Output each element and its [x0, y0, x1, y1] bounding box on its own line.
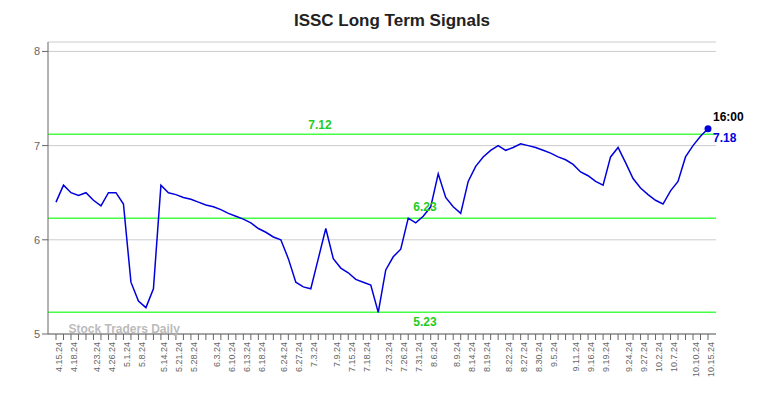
- svg-text:5.28.24: 5.28.24: [189, 342, 199, 372]
- svg-text:7.26.24: 7.26.24: [399, 342, 409, 372]
- svg-text:4.18.24: 4.18.24: [69, 342, 79, 372]
- svg-text:5.14.24: 5.14.24: [159, 342, 169, 372]
- svg-text:5.23: 5.23: [413, 315, 437, 329]
- svg-text:8.22.24: 8.22.24: [504, 342, 514, 372]
- svg-text:6.24.24: 6.24.24: [279, 342, 289, 372]
- svg-text:7.23.24: 7.23.24: [384, 342, 394, 372]
- svg-text:7.3.24: 7.3.24: [309, 342, 319, 367]
- svg-text:8.6.24: 8.6.24: [429, 342, 439, 367]
- svg-text:10.7.24: 10.7.24: [669, 342, 679, 372]
- svg-text:6: 6: [34, 234, 40, 246]
- svg-text:8.14.24: 8.14.24: [467, 342, 477, 372]
- svg-text:9.24.24: 9.24.24: [624, 342, 634, 372]
- svg-text:9.5.24: 9.5.24: [549, 342, 559, 367]
- svg-text:9.11.24: 9.11.24: [571, 342, 581, 371]
- svg-text:7.9.24: 7.9.24: [332, 342, 342, 367]
- svg-text:4.15.24: 4.15.24: [54, 342, 64, 372]
- svg-text:5.1.24: 5.1.24: [122, 342, 132, 367]
- svg-text:6.10.24: 6.10.24: [227, 342, 237, 372]
- svg-text:6.13.24: 6.13.24: [242, 342, 252, 372]
- svg-text:8.30.24: 8.30.24: [534, 342, 544, 372]
- svg-text:7.12: 7.12: [308, 118, 332, 132]
- svg-text:8.27.24: 8.27.24: [519, 342, 529, 372]
- svg-text:5.21.24: 5.21.24: [174, 342, 184, 372]
- svg-text:6.27.24: 6.27.24: [294, 342, 304, 372]
- svg-text:9.27.24: 9.27.24: [639, 342, 649, 372]
- svg-text:9.16.24: 9.16.24: [586, 342, 596, 372]
- svg-text:8.9.24: 8.9.24: [452, 342, 462, 367]
- svg-text:5.8.24: 5.8.24: [137, 342, 147, 367]
- svg-text:6.3.24: 6.3.24: [212, 342, 222, 367]
- svg-text:7.15.24: 7.15.24: [347, 342, 357, 372]
- svg-text:6.18.24: 6.18.24: [257, 342, 267, 372]
- svg-text:7: 7: [34, 140, 40, 152]
- svg-text:9.19.24: 9.19.24: [601, 342, 611, 372]
- svg-text:4.26.24: 4.26.24: [107, 342, 117, 372]
- svg-text:10.2.24: 10.2.24: [654, 342, 664, 372]
- svg-text:6.23: 6.23: [413, 200, 437, 214]
- svg-text:8.19.24: 8.19.24: [482, 342, 492, 372]
- svg-text:10.10.24: 10.10.24: [691, 342, 701, 377]
- svg-text:4.23.24: 4.23.24: [92, 342, 102, 372]
- svg-text:Stock Traders Daily: Stock Traders Daily: [68, 322, 180, 336]
- svg-text:10.15.24: 10.15.24: [706, 342, 716, 377]
- html-text:ISSC Long Term Signals: ISSC Long Term Signals: [293, 11, 491, 30]
- svg-text:7.31.24: 7.31.24: [414, 342, 424, 372]
- svg-text:7.18.24: 7.18.24: [362, 342, 372, 372]
- svg-text:5: 5: [34, 328, 40, 340]
- svg-text:7.18: 7.18: [713, 131, 737, 145]
- svg-text:16:00: 16:00: [713, 110, 744, 124]
- svg-text:8: 8: [34, 45, 40, 57]
